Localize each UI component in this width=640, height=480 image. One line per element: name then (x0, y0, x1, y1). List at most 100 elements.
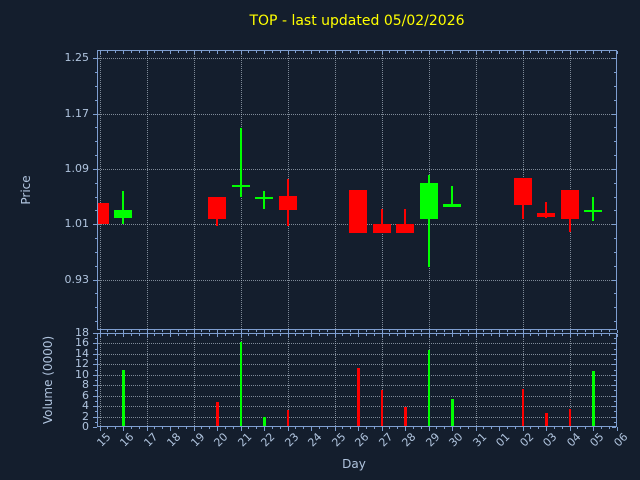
day-gridline (617, 51, 618, 329)
axis-tick (201, 427, 203, 429)
axis-tick (483, 427, 485, 429)
price-gridline (98, 279, 616, 281)
axis-tick (311, 427, 312, 431)
day-tick-label: 26 (352, 430, 372, 450)
axis-tick (318, 330, 320, 332)
axis-tick (467, 51, 469, 53)
axis-tick (185, 330, 187, 332)
axis-tick (514, 427, 516, 429)
axis-tick (177, 334, 179, 336)
axis-tick (483, 330, 485, 332)
axis-tick (177, 330, 179, 332)
axis-tick (95, 238, 97, 240)
axis-tick (95, 155, 97, 157)
axis-tick (616, 334, 618, 337)
day-gridline (381, 51, 383, 329)
axis-tick (459, 51, 461, 53)
axis-tick (193, 427, 195, 431)
axis-tick (271, 330, 273, 332)
axis-tick (350, 330, 352, 332)
axis-tick (232, 427, 234, 429)
axis-tick (420, 51, 422, 53)
day-tick-label: 01 (493, 430, 513, 450)
axis-tick (522, 427, 524, 431)
axis-tick (612, 385, 616, 387)
axis-tick (138, 427, 140, 429)
volume-tick-label: 14 (75, 346, 89, 360)
axis-tick (95, 321, 97, 322)
axis-tick (342, 51, 344, 53)
axis-tick (612, 113, 616, 115)
day-tick-label: 06 (610, 430, 630, 450)
volume-gridline (98, 364, 616, 366)
axis-tick (373, 330, 375, 332)
axis-tick (553, 330, 555, 332)
axis-tick (553, 427, 555, 429)
axis-tick (514, 330, 516, 332)
axis-tick (397, 334, 399, 336)
axis-tick (162, 427, 164, 429)
axis-tick (256, 334, 258, 336)
axis-tick (232, 330, 234, 332)
axis-tick (405, 334, 406, 337)
day-gridline (146, 334, 148, 426)
axis-tick (201, 330, 203, 332)
axis-tick (467, 427, 469, 429)
axis-tick (154, 330, 156, 332)
axis-tick (334, 334, 336, 337)
axis-tick (95, 251, 97, 253)
axis-tick (538, 51, 540, 53)
axis-tick (612, 279, 616, 281)
axis-tick (93, 113, 97, 115)
candle-wick-day-27 (380, 209, 383, 233)
axis-tick (170, 427, 171, 431)
axis-tick (612, 374, 616, 376)
day-tick-label: 20 (211, 430, 231, 450)
axis-tick (93, 374, 97, 376)
price-tick-label: 1.09 (64, 161, 90, 175)
axis-tick (585, 51, 587, 53)
axis-tick (428, 334, 430, 337)
axis-tick (209, 51, 211, 53)
axis-tick (99, 51, 101, 54)
axis-tick (614, 293, 616, 295)
axis-tick (193, 330, 195, 333)
axis-tick (224, 427, 226, 429)
axis-tick (95, 72, 97, 74)
axis-tick (271, 51, 273, 53)
axis-tick (95, 338, 97, 340)
axis-tick (491, 51, 493, 53)
axis-tick (93, 333, 97, 334)
day-gridline (287, 334, 289, 426)
axis-tick (365, 51, 367, 53)
axis-tick (264, 51, 265, 54)
candle-wick-day-05 (592, 196, 594, 222)
axis-tick (608, 51, 610, 53)
axis-tick (452, 334, 453, 337)
axis-tick (538, 330, 540, 332)
axis-tick (264, 330, 265, 333)
axis-tick (614, 99, 616, 101)
day-tick-label: 02 (516, 430, 536, 450)
candle-body-day-23 (278, 195, 297, 211)
axis-tick (428, 330, 430, 333)
axis-tick (107, 330, 109, 332)
axis-tick (614, 369, 616, 371)
axis-tick (522, 330, 524, 333)
axis-tick (499, 427, 500, 431)
axis-tick (381, 330, 383, 333)
axis-tick (600, 334, 602, 336)
day-gridline (99, 334, 101, 426)
axis-tick (475, 427, 477, 431)
price-gridline (98, 58, 616, 60)
day-tick-label: 23 (281, 430, 301, 450)
axis-tick (444, 51, 446, 53)
axis-tick (107, 51, 109, 53)
axis-tick (514, 51, 516, 53)
axis-tick (123, 427, 124, 431)
axis-tick (585, 427, 587, 429)
volume-bar-day-22 (263, 417, 266, 426)
price-panel (97, 50, 617, 330)
axis-tick (452, 330, 453, 333)
volume-gridline (98, 343, 616, 345)
